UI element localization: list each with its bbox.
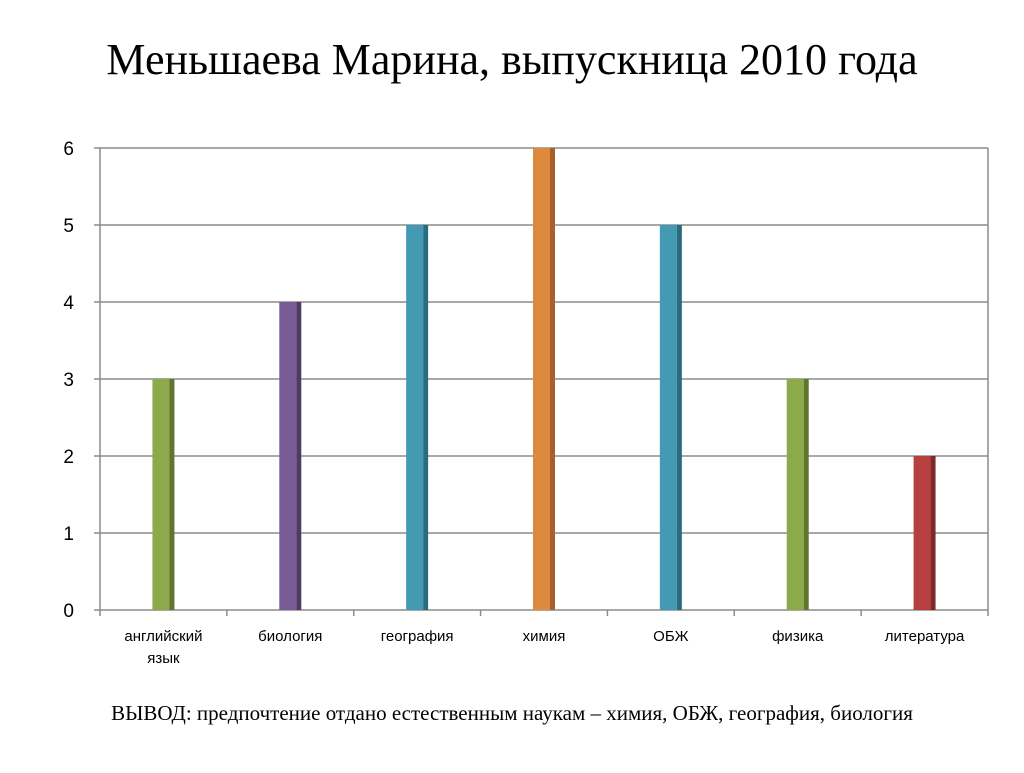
bar [786, 379, 804, 610]
bar-side-shade [803, 379, 809, 610]
bar [406, 225, 424, 610]
x-tick-label: химия [523, 628, 566, 645]
y-tick-label: 3 [63, 370, 74, 391]
bar-side-shade [676, 225, 682, 610]
bar-side-shade [296, 302, 302, 610]
y-tick-label: 2 [63, 447, 74, 468]
bar [533, 148, 550, 610]
bar [659, 225, 677, 610]
bar [913, 456, 931, 610]
bar [152, 379, 170, 610]
x-tick-label: литература [885, 628, 965, 645]
x-tick-label: биология [258, 628, 322, 645]
bar-side-shade [423, 225, 429, 610]
y-tick-label: 5 [63, 216, 74, 237]
y-tick-label: 6 [63, 139, 74, 160]
x-tick-label: география [381, 628, 454, 645]
axes [99, 148, 989, 616]
bar-side-shade [550, 148, 555, 610]
x-tick-labels: английский язык биология география химия ОБЖ ф… [124, 628, 965, 667]
x-tick-label: английский язык [124, 628, 202, 667]
y-tick-label: 1 [63, 524, 74, 545]
x-tick-label: физика [772, 628, 824, 645]
slide-title: Меньшаева Марина, выпускница 2010 года [106, 35, 918, 84]
bars [152, 148, 936, 610]
x-tick-label: ОБЖ [653, 628, 689, 645]
y-tick-label: 4 [63, 293, 74, 314]
bar-side-shade [169, 379, 175, 610]
bar [279, 302, 297, 610]
y-tick-labels: 0 1 2 3 4 5 6 [63, 139, 74, 622]
bar-side-shade [930, 456, 936, 610]
y-tick-label: 0 [63, 601, 74, 622]
conclusion-text: ВЫВОД: предпочтение отдано естественным … [111, 701, 913, 725]
